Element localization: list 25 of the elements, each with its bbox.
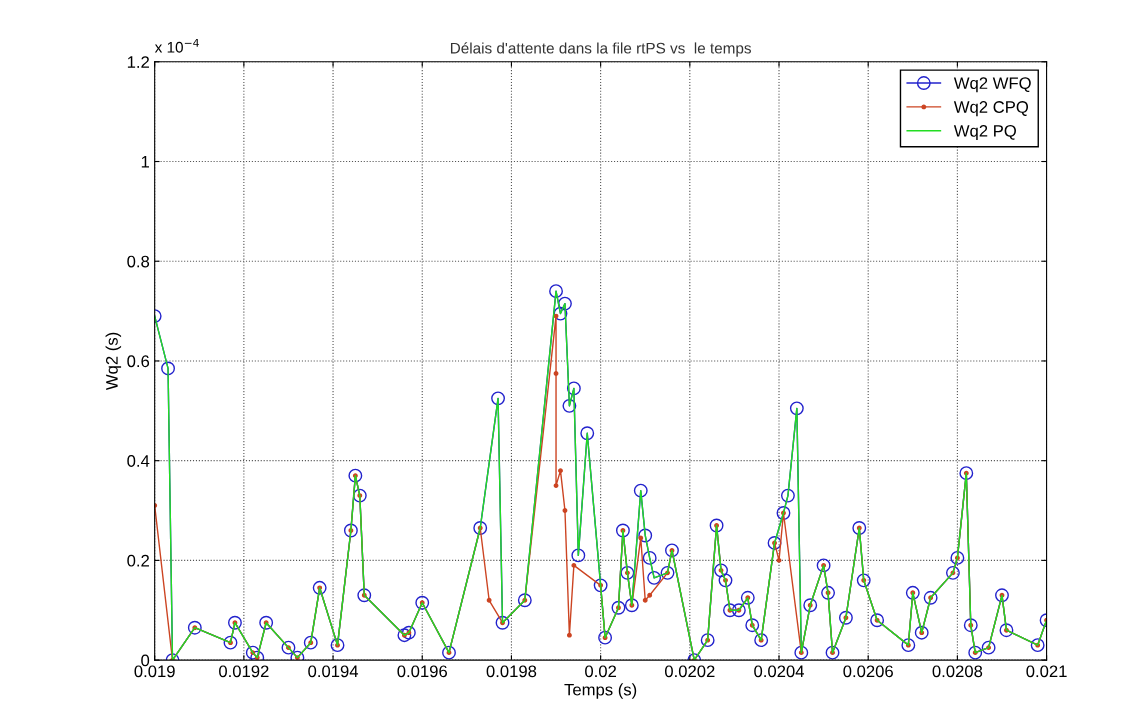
x-tick-label: 0.0206 — [843, 665, 893, 678]
y-tick-label: 0.6 — [127, 355, 150, 368]
x-tick-label: 0.0192 — [219, 665, 269, 678]
x-tick-label: 0.019 — [134, 665, 175, 678]
legend-label: Wq2 CPQ — [953, 101, 1029, 117]
x-tick-label: 0.0202 — [664, 665, 715, 678]
x-tick-label: 0.0194 — [308, 665, 359, 678]
y-tick-label: 1.2 — [127, 56, 149, 68]
x-axis-title: Temps (s) — [564, 683, 637, 699]
y-tick-label: 0.2 — [127, 554, 149, 567]
legend-label: Wq2 PQ — [953, 124, 1016, 141]
y-tick-label: 0 — [141, 654, 150, 667]
x-tick-label: 0.02 — [585, 665, 617, 678]
legend-label: Wq2 WFQ — [953, 77, 1031, 93]
y-tick-label: 1 — [141, 156, 149, 168]
y-tick-label: 0.4 — [127, 455, 150, 467]
text: x 10$^{−4}$ — [154, 38, 199, 53]
y-tick-label: 0.8 — [127, 255, 150, 268]
x-tick-label: 0.021 — [1026, 665, 1067, 678]
x-tick-label: 0.0204 — [754, 665, 805, 678]
y-axis-title: Wq2 (s) — [105, 332, 122, 391]
x-tick-label: 0.0198 — [486, 665, 537, 678]
chart-title: Délais d'attente dans la file rtPS vs le temps — [450, 42, 751, 57]
x-tick-label: 0.0196 — [397, 665, 447, 678]
x-tick-label: 0.0208 — [932, 665, 983, 678]
